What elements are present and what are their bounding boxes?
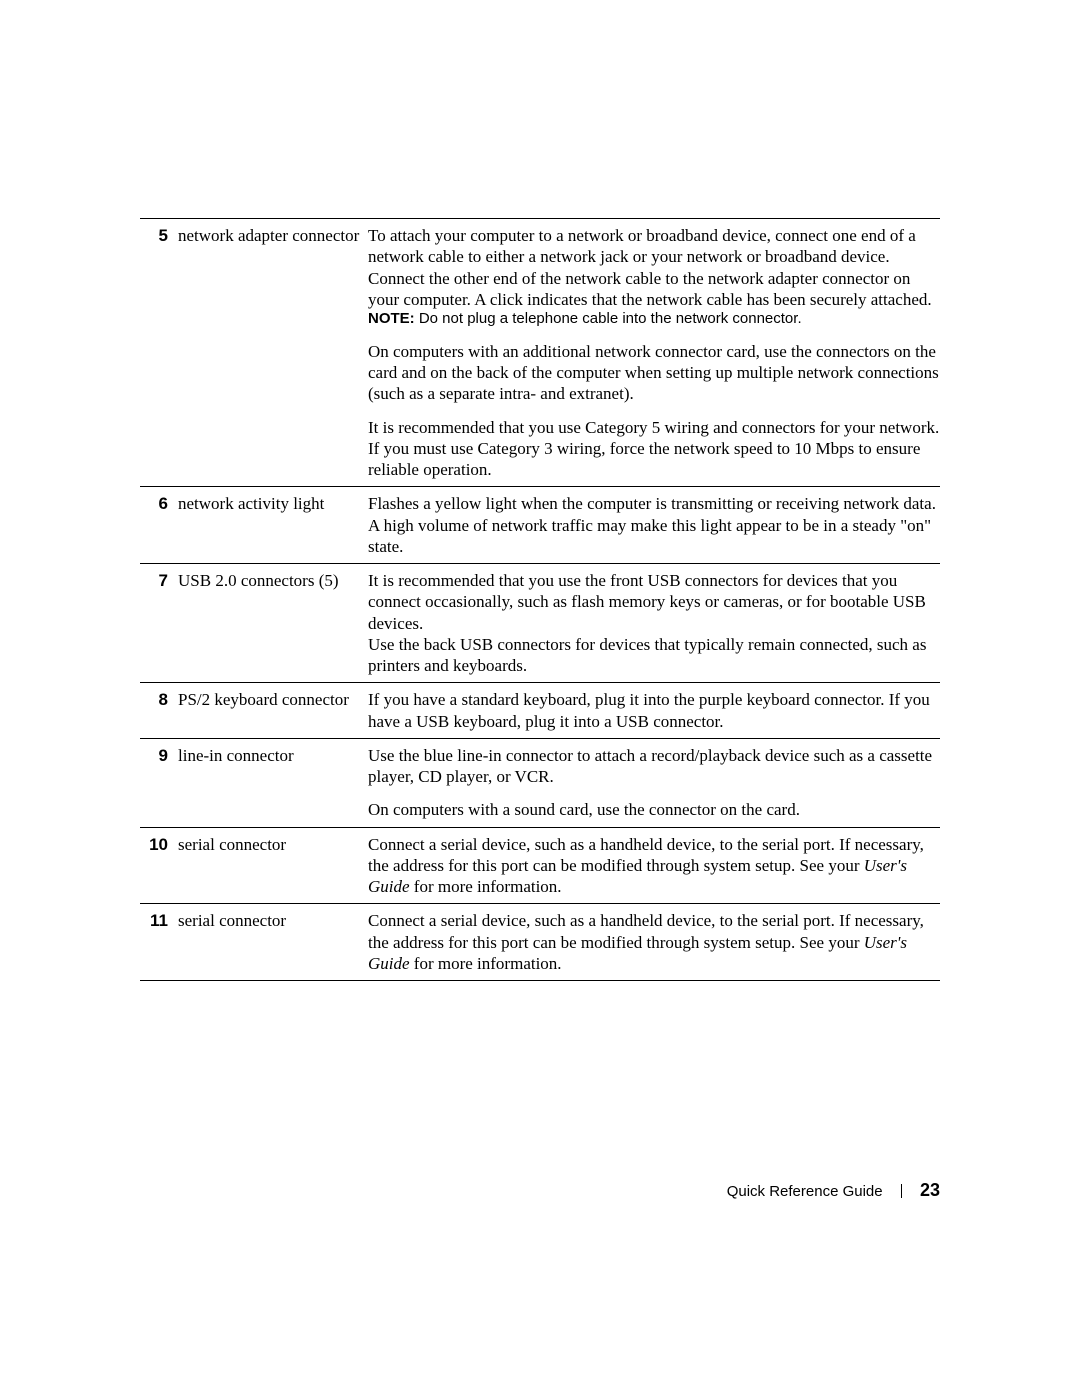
row-number [140,335,178,411]
footer-page-number: 23 [920,1180,940,1200]
description-paragraph: Connect a serial device, such as a handh… [368,910,940,974]
connector-table-body: 5network adapter connectorTo attach your… [140,219,940,982]
connector-table: 5network adapter connectorTo attach your… [140,218,940,981]
page-footer: Quick Reference Guide 23 [727,1180,940,1201]
description-paragraph: Use the back USB connectors for devices … [368,634,940,677]
description-paragraph: It is recommended that you use the front… [368,570,940,634]
row-description: Flashes a yellow light when the computer… [368,487,940,564]
table-row: 9line-in connectorUse the blue line-in c… [140,738,940,793]
footer-divider [901,1184,902,1198]
row-label: USB 2.0 connectors (5) [178,564,368,683]
description-paragraph: On computers with an additional network … [368,341,940,405]
note-text: Do not plug a telephone cable into the n… [419,310,802,327]
row-number: 9 [140,738,178,793]
row-number [140,411,178,487]
row-number: 8 [140,683,178,739]
table-row: 10serial connectorConnect a serial devic… [140,827,940,904]
row-label [178,793,368,827]
table-row: 5network adapter connectorTo attach your… [140,219,940,335]
table-row: 6network activity lightFlashes a yellow … [140,487,940,564]
row-description: Connect a serial device, such as a handh… [368,827,940,904]
description-paragraph: Use the blue line-in connector to attach… [368,745,940,788]
row-label: network activity light [178,487,368,564]
row-label: line-in connector [178,738,368,793]
row-description: On computers with a sound card, use the … [368,793,940,827]
note-label: NOTE: [368,310,419,327]
row-description: If you have a standard keyboard, plug it… [368,683,940,739]
row-description: Connect a serial device, such as a handh… [368,904,940,981]
row-number [140,793,178,827]
row-description: It is recommended that you use the front… [368,564,940,683]
table-row: On computers with an additional network … [140,335,940,411]
table-bottom-rule [140,981,940,982]
description-paragraph: To attach your computer to a network or … [368,225,940,310]
row-number: 6 [140,487,178,564]
row-number: 7 [140,564,178,683]
text-run: for more information. [410,954,562,973]
description-paragraph: On computers with a sound card, use the … [368,799,940,820]
row-label [178,335,368,411]
row-description: To attach your computer to a network or … [368,219,940,335]
table-row: 11serial connectorConnect a serial devic… [140,904,940,981]
row-label: serial connector [178,827,368,904]
row-label [178,411,368,487]
row-number: 10 [140,827,178,904]
table-row: 7USB 2.0 connectors (5)It is recommended… [140,564,940,683]
description-paragraph: Connect a serial device, such as a handh… [368,834,940,898]
text-run: for more information. [410,877,562,896]
table-row: It is recommended that you use Category … [140,411,940,487]
description-paragraph: Flashes a yellow light when the computer… [368,493,940,557]
row-number: 5 [140,219,178,335]
description-paragraph: If you have a standard keyboard, plug it… [368,689,940,732]
text-run: Connect a serial device, such as a handh… [368,911,924,951]
table-row: On computers with a sound card, use the … [140,793,940,827]
row-label: network adapter connector [178,219,368,335]
description-paragraph: It is recommended that you use Category … [368,417,940,481]
row-label: serial connector [178,904,368,981]
text-run: Connect a serial device, such as a handh… [368,835,924,875]
note-line: NOTE: Do not plug a telephone cable into… [368,310,940,329]
row-number: 11 [140,904,178,981]
row-description: It is recommended that you use Category … [368,411,940,487]
row-label: PS/2 keyboard connector [178,683,368,739]
page-content: 5network adapter connectorTo attach your… [140,218,940,981]
footer-title: Quick Reference Guide [727,1183,883,1200]
row-description: On computers with an additional network … [368,335,940,411]
row-description: Use the blue line-in connector to attach… [368,738,940,793]
table-row: 8PS/2 keyboard connectorIf you have a st… [140,683,940,739]
